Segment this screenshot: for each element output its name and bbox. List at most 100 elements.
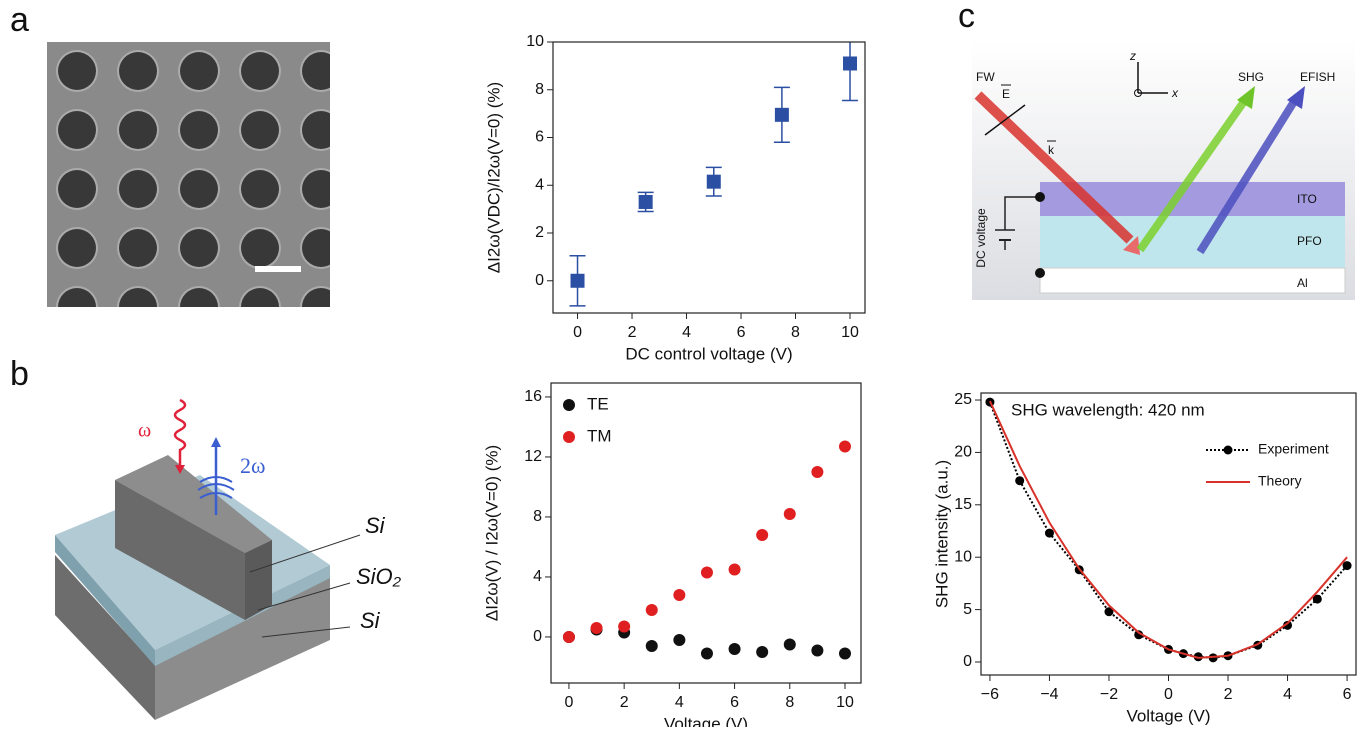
y-tick-label: 20	[954, 444, 972, 461]
legend-swatch	[563, 431, 575, 443]
layer-label: Al	[1297, 276, 1308, 290]
marker	[706, 174, 721, 189]
marker	[811, 644, 824, 657]
sem-image	[47, 42, 330, 307]
marker	[645, 639, 658, 652]
marker	[562, 630, 575, 643]
marker	[1104, 607, 1114, 617]
marker	[700, 647, 713, 660]
x-tick-label: 2	[620, 694, 629, 711]
x-tick-label: 10	[836, 694, 854, 711]
x-axis-label: Voltage (V)	[664, 714, 748, 727]
marker	[783, 507, 796, 520]
x-tick-label: 8	[791, 324, 800, 341]
x-tick-label: 2	[628, 324, 637, 341]
x-tick-label: −6	[981, 686, 999, 703]
marker	[838, 440, 851, 453]
marker	[756, 645, 769, 658]
x-tick-label: −2	[1100, 686, 1118, 703]
marker	[638, 194, 653, 209]
marker	[618, 620, 631, 633]
marker	[1312, 594, 1322, 604]
y-tick-label: 4	[533, 568, 542, 585]
y-tick-label: 10	[526, 33, 544, 50]
y-axis-label: SHG intensity (a.u.)	[932, 460, 951, 608]
marker	[728, 642, 741, 655]
legend-label: Experiment	[1258, 441, 1329, 457]
marker	[1015, 476, 1025, 486]
marker	[673, 588, 686, 601]
marker	[700, 566, 713, 579]
x-axis-label: DC control voltage (V)	[625, 344, 792, 363]
marker	[570, 273, 585, 288]
y-tick-label: 15	[954, 496, 972, 513]
y-axis-label: ΔI2ω(VDC)/I2ω(V=0) (%)	[484, 82, 503, 273]
beam-label: SHG	[1238, 70, 1264, 84]
marker	[1134, 630, 1144, 640]
legend-label: TE	[587, 394, 609, 413]
marker	[843, 56, 858, 71]
layer-label: PFO	[1297, 234, 1322, 248]
y-axis-label: ΔI2ω(V) / I2ω(V=0) (%)	[482, 445, 501, 621]
marker	[1193, 652, 1203, 662]
y-tick-label: 0	[533, 628, 542, 645]
series-line	[989, 400, 1348, 659]
beam-label: FW	[976, 70, 995, 84]
y-tick-label: 10	[954, 548, 972, 565]
marker	[673, 633, 686, 646]
vector-label: E	[1002, 87, 1010, 101]
y-tick-label: 2	[535, 224, 544, 241]
marker	[1283, 620, 1293, 630]
marker	[756, 528, 769, 541]
omega-label: ω	[138, 420, 151, 442]
axes-frame	[980, 392, 1357, 676]
y-tick-label: 12	[524, 448, 542, 465]
marker	[1044, 528, 1054, 538]
y-tick-label: 8	[535, 81, 544, 98]
marker	[1342, 561, 1352, 571]
marker	[645, 603, 658, 616]
waveguide-schematic	[55, 398, 361, 720]
y-tick-label: 6	[535, 129, 544, 146]
marker	[811, 465, 824, 478]
dc-label: DC voltage	[974, 208, 988, 268]
y-tick-label: 4	[535, 176, 544, 193]
x-tick-label: 6	[730, 694, 739, 711]
y-tick-label: 0	[535, 272, 544, 289]
panel-label: a	[10, 1, 29, 39]
beam-label: EFISH	[1300, 70, 1335, 84]
legend-label: TM	[587, 426, 612, 445]
plot-area	[562, 440, 851, 660]
plot-area	[569, 42, 859, 307]
legend-swatch	[563, 399, 575, 411]
x-tick-label: 10	[841, 324, 859, 341]
marker	[1208, 653, 1218, 663]
y-tick-label: 25	[954, 391, 972, 408]
device-schematic	[972, 40, 1355, 300]
x-tick-label: 4	[675, 694, 684, 711]
x-tick-label: 0	[1164, 686, 1173, 703]
panel-label: c	[958, 0, 975, 35]
layer-label: Si	[365, 513, 386, 538]
x-tick-label: 8	[785, 694, 794, 711]
y-tick-label: 5	[963, 601, 972, 618]
axis-label: x	[1171, 86, 1179, 100]
x-tick-label: 0	[573, 324, 582, 341]
marker	[838, 647, 851, 660]
marker	[783, 638, 796, 651]
scale-bar	[255, 266, 301, 272]
x-tick-label: 2	[1224, 686, 1233, 703]
marker	[774, 107, 789, 122]
x-tick-label: 0	[564, 694, 573, 711]
layer-label: Si	[360, 608, 381, 633]
axis-label: z	[1129, 49, 1136, 63]
x-tick-label: 4	[682, 324, 691, 341]
x-tick-label: −4	[1040, 686, 1058, 703]
x-tick-label: 4	[1283, 686, 1292, 703]
marker	[590, 621, 603, 634]
plot-area	[985, 397, 1352, 663]
x-axis-label: Voltage (V)	[1126, 706, 1210, 725]
axes-frame	[552, 41, 866, 314]
marker	[728, 563, 741, 576]
y-tick-label: 8	[533, 508, 542, 525]
